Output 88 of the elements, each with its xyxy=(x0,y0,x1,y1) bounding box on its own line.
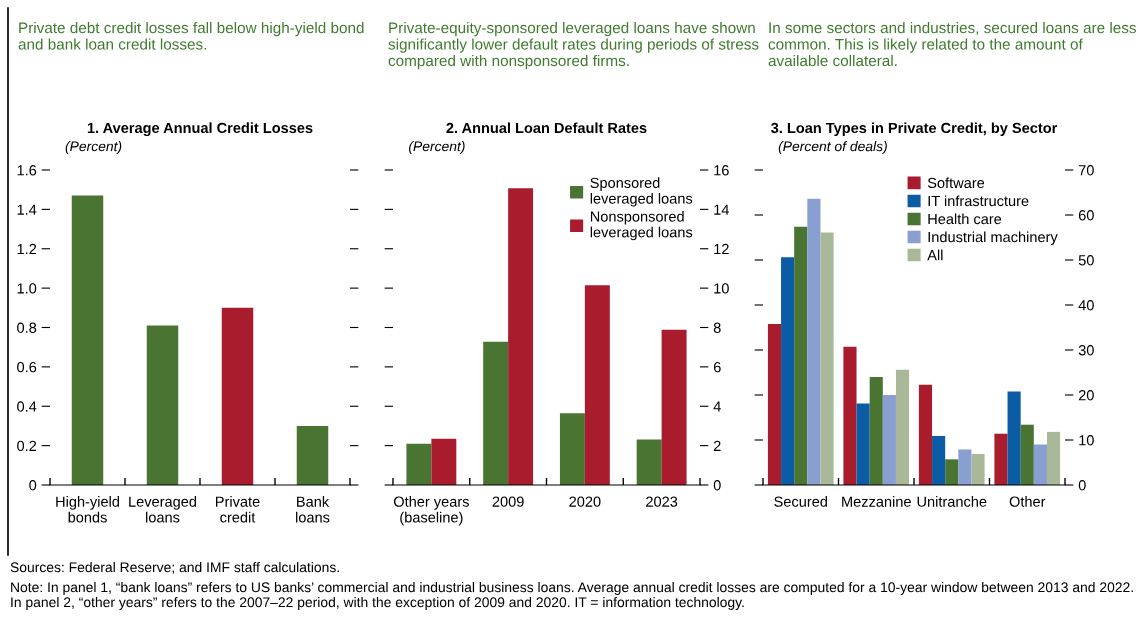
x-tick-label: Other years (baseline) xyxy=(393,496,469,526)
bar xyxy=(661,329,687,485)
bar xyxy=(508,188,534,485)
y-tick-label: 1.6 xyxy=(17,165,37,176)
bar xyxy=(895,369,910,485)
y2-tick-label: 20 xyxy=(1078,390,1094,401)
x-tick-label: Mezzanine xyxy=(842,496,911,507)
text: In some sectors and industries, secured loans are less common. This is likely related to the amount of available collateral. xyxy=(768,22,1136,67)
y-tick-label: 0.6 xyxy=(17,361,37,373)
y2-tick-label: 50 xyxy=(1078,255,1094,266)
bar xyxy=(994,433,1008,485)
text: Note: In panel 1, “bank loans” refers to US banks’ commercial and industrial business loans. Average annual credit losses are computed for a 10-year window between 2013 and 2022. In panel 2, “other years” refers to the 2007–22 period, with the exception of 2009 and 2020. IT = information technology. xyxy=(11,582,1133,610)
x-tick-label: 2023 xyxy=(646,496,678,507)
bar xyxy=(1046,431,1061,485)
bar xyxy=(869,377,883,485)
bar xyxy=(918,384,933,485)
y2-tick-label: 2 xyxy=(713,440,721,451)
bar xyxy=(296,425,329,485)
y2-tick-label: 4 xyxy=(713,401,721,412)
bar xyxy=(856,403,870,485)
x-tick-label: Leveraged loans xyxy=(129,496,197,523)
bar xyxy=(820,232,834,485)
bar xyxy=(958,449,972,485)
x-tick-label: 2020 xyxy=(569,496,601,507)
y2-tick-label: 6 xyxy=(713,361,721,373)
legend-label: Software xyxy=(927,177,985,189)
bar xyxy=(431,438,457,485)
bar xyxy=(971,453,985,485)
bar xyxy=(636,439,662,485)
y2-tick-label: 0 xyxy=(713,480,721,491)
bar xyxy=(146,325,179,485)
y2-tick-label: 12 xyxy=(714,243,729,255)
text: Private debt credit losses fall below high-yield bond and bank loan credit losses. xyxy=(18,22,364,50)
chart-subtitle: (Percent) xyxy=(65,141,122,154)
y2-tick-label: 40 xyxy=(1078,300,1094,311)
y-tick-label: 1.0 xyxy=(17,283,37,294)
y2-tick-label: 70 xyxy=(1078,165,1094,176)
bar xyxy=(559,413,585,485)
y2-tick-label: 8 xyxy=(713,322,721,333)
x-tick-label: Secured xyxy=(774,496,827,507)
y-tick-label: 1.4 xyxy=(17,204,37,215)
x-tick-label: Unitranche xyxy=(917,496,987,507)
bar xyxy=(71,195,104,485)
y2-tick-label: 10 xyxy=(1079,435,1094,446)
x-tick-label: Private credit xyxy=(216,496,260,523)
bar xyxy=(221,307,254,485)
legend-label: Industrial machinery xyxy=(928,231,1058,246)
legend-label: IT infrastructure xyxy=(928,195,1029,207)
x-tick-label: 2009 xyxy=(492,496,524,507)
bar xyxy=(1007,391,1021,485)
y-tick-label: 0 xyxy=(29,480,37,491)
bar xyxy=(843,346,857,485)
bar xyxy=(483,341,509,485)
chart-title: 2. Annual Loan Default Rates xyxy=(446,122,647,134)
legend-label: Nonsponsored leveraged loans xyxy=(590,210,693,241)
bar xyxy=(1020,424,1034,485)
chart-title: 1. Average Annual Credit Losses xyxy=(87,122,313,136)
bar xyxy=(882,395,896,485)
bar xyxy=(807,198,821,485)
bar xyxy=(932,435,946,485)
y-tick-label: 0.2 xyxy=(17,440,37,452)
x-tick-label: High-yield bonds xyxy=(56,496,119,523)
text: Private-equity-sponsored leveraged loans have shown significantly lower default rates during periods of stress compared with nonsponsored firms. xyxy=(388,22,759,70)
y2-tick-label: 0 xyxy=(1078,480,1086,491)
y-tick-label: 0.4 xyxy=(17,401,37,412)
bar xyxy=(1033,444,1047,485)
chart-subtitle: (Percent of deals) xyxy=(778,141,887,154)
chart-subtitle: (Percent) xyxy=(409,141,465,154)
y-tick-label: 0.8 xyxy=(17,322,37,333)
y-tick-label: 1.2 xyxy=(17,243,37,255)
x-tick-label: Other xyxy=(1009,496,1046,507)
bar xyxy=(767,323,782,485)
chart-title: 3. Loan Types in Private Credit, by Sector xyxy=(771,122,1058,136)
legend-label: Sponsored leveraged loans xyxy=(590,177,693,207)
source-note: Sources: Federal Reserve; and IMF staff calculations. xyxy=(10,562,339,574)
bar xyxy=(794,226,808,485)
y2-tick-label: 14 xyxy=(714,204,729,215)
x-tick-label: Bank loans xyxy=(296,496,330,523)
legend-label: Health care xyxy=(928,213,1002,225)
y2-tick-label: 16 xyxy=(714,165,729,176)
y2-tick-label: 10 xyxy=(714,283,729,294)
y2-tick-label: 30 xyxy=(1078,345,1094,356)
legend-label: All xyxy=(927,249,943,261)
bar xyxy=(406,443,432,485)
bar xyxy=(781,257,795,485)
y2-tick-label: 60 xyxy=(1078,210,1094,221)
bar xyxy=(584,285,610,485)
bar xyxy=(945,459,959,485)
